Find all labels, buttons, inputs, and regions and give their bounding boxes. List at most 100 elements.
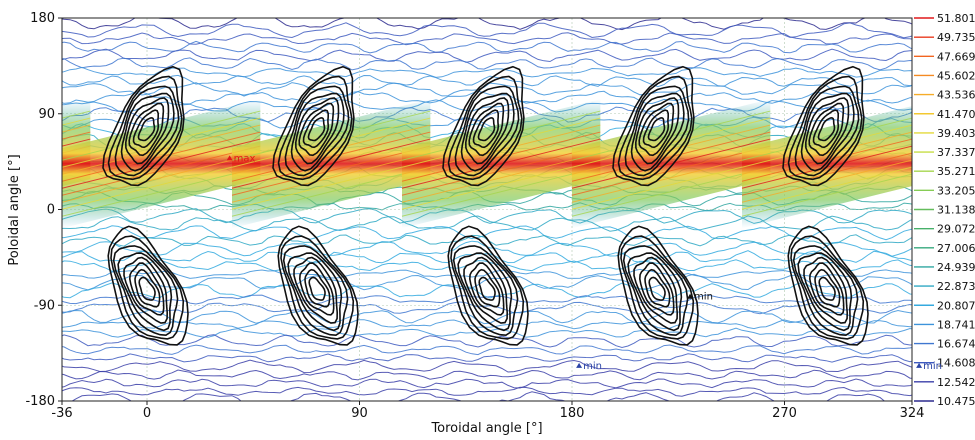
black-contour-ring (107, 75, 183, 181)
x-tick-label: -36 (51, 406, 72, 421)
colorbar-label: 43.536 (937, 89, 975, 102)
ridge-contour-line (741, 152, 912, 196)
background-contour-line (62, 259, 912, 272)
annotation-label: min (583, 361, 602, 372)
background-contour-line (62, 369, 912, 381)
background-contour-line (62, 344, 912, 356)
ridge-contour-line (62, 110, 261, 161)
annotation-label: min (694, 292, 713, 303)
background-contour-line (62, 32, 912, 46)
black-contour-ring (454, 85, 520, 177)
black-contour-ring (787, 225, 869, 346)
ridge-contour-line (231, 152, 431, 203)
ridge-contour-line (571, 152, 771, 203)
black-contour-ring (287, 252, 343, 332)
y-tick-label: -180 (25, 394, 55, 409)
black-contour-ring (634, 97, 680, 165)
black-contour-ring (803, 256, 849, 324)
black-contour-ring (647, 116, 666, 142)
ridge-contour-line (911, 166, 912, 168)
black-contour-ring (787, 75, 863, 181)
annotation-marker (576, 362, 583, 368)
ridge-contour-line (62, 131, 261, 182)
ridge-contour-line (62, 159, 261, 210)
black-contour-ring (117, 252, 173, 332)
black-contour-ring (450, 235, 525, 340)
ridge-contour-line (741, 173, 912, 217)
black-contour-ring (294, 97, 340, 165)
colorbar-label: 49.735 (937, 31, 975, 44)
plot-area (62, 18, 912, 401)
black-contour-ring (282, 245, 349, 337)
background-contour-line (62, 106, 912, 123)
background-contour-line (62, 22, 912, 39)
black-contour-ring (624, 85, 690, 177)
black-contour-ring (808, 262, 845, 316)
x-tick-label: 270 (772, 406, 797, 421)
black-contour-ring (638, 102, 675, 157)
background-contour-line (62, 57, 912, 71)
ridge-contour-line (401, 159, 601, 210)
black-contours (102, 65, 869, 346)
black-contour-ring (472, 109, 500, 149)
ridge-contour-line (231, 110, 431, 161)
annotation-label: max (234, 153, 256, 164)
colorbar-label: 27.006 (937, 242, 975, 255)
black-contour-ring (612, 65, 695, 187)
annotation-marker (687, 293, 694, 299)
black-contour-ring (792, 245, 859, 337)
colorbar-label: 14.608 (937, 357, 975, 370)
y-axis-label: Poloidal angle [°] (7, 154, 22, 265)
ridge-contour-line (62, 166, 261, 217)
ridge-contour-line (231, 138, 431, 189)
colorbar-label: 37.337 (937, 146, 975, 159)
background-contour-line (62, 40, 912, 54)
colorbar-label: 47.669 (937, 50, 975, 63)
black-contour-ring (272, 65, 355, 187)
black-contour-ring (808, 102, 845, 157)
ridge-contour-line (231, 131, 431, 182)
ridge-contour-line (571, 138, 771, 189)
background-contour-line (62, 327, 912, 338)
black-contour-ring (298, 262, 335, 316)
background-contour-line (62, 378, 912, 389)
black-contour-ring (304, 268, 331, 308)
colorbar-label: 10.475 (937, 395, 975, 408)
annotations: max min min min (226, 153, 942, 372)
ridge-contour-line (741, 138, 912, 182)
background-contour-line (62, 309, 912, 325)
black-contour-ring (128, 262, 165, 316)
black-contour-ring (447, 75, 523, 181)
ridge-contour-line (571, 166, 771, 217)
black-contour-ring (812, 109, 840, 149)
black-contour-ring (477, 116, 496, 142)
colorbar-label: 12.542 (937, 376, 975, 389)
black-contour-ring (474, 268, 501, 308)
colorbar-label: 51.801 (937, 12, 975, 25)
black-contour-ring (633, 256, 679, 324)
ridge-contour-line (401, 145, 601, 196)
ridge-contour-line (401, 110, 601, 161)
black-contour-ring (468, 102, 505, 157)
background-contour-line (62, 74, 912, 88)
black-contour-ring (290, 92, 345, 172)
background-contour-line (62, 215, 912, 232)
black-contour-ring (468, 262, 505, 316)
black-contour-ring (627, 252, 683, 332)
black-contour-ring (464, 97, 510, 165)
black-contour-ring (790, 235, 865, 340)
annotation-marker (226, 155, 233, 161)
black-contour-ring (128, 102, 165, 157)
ridge-contour-line (231, 145, 431, 196)
black-contour-ring (120, 92, 175, 172)
annotation-label: min (923, 361, 942, 372)
x-tick-label: 0 (143, 406, 151, 421)
background-contour-line (62, 82, 912, 97)
colorbar-label: 22.873 (937, 280, 975, 293)
background-contour-line (62, 334, 912, 349)
black-contour-ring (307, 116, 326, 142)
ridge-contour-line (571, 145, 771, 196)
background-contour-line (62, 225, 912, 241)
black-contour-ring (114, 85, 180, 177)
x-tick-label: 180 (560, 406, 585, 421)
